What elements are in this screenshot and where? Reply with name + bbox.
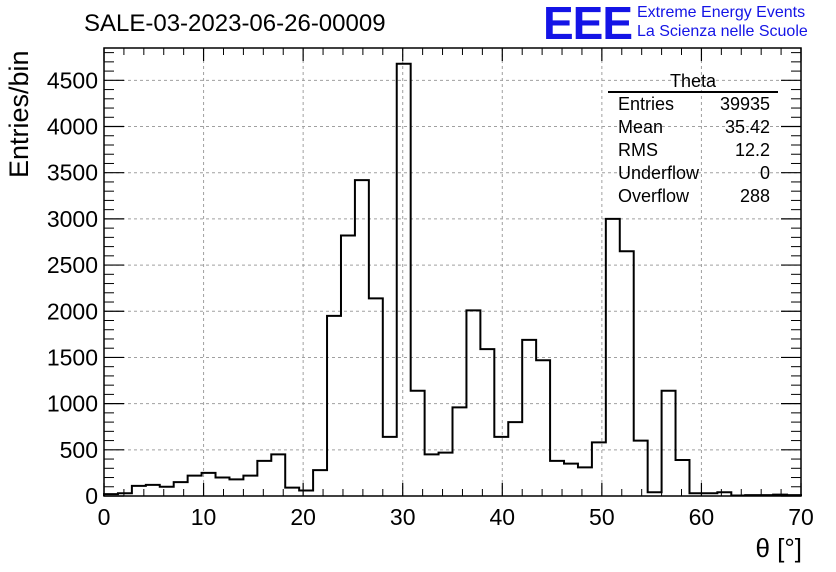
stats-value: 0 [759,163,770,183]
y-tick-label: 1500 [47,344,98,370]
x-tick-label: 40 [489,504,515,530]
stats-row-rms: RMS 12.2 [608,139,778,162]
stats-row-entries: Entries 39935 [608,93,778,116]
x-tick-label: 20 [290,504,316,530]
plot-frame [103,47,802,497]
plot-title: SALE-03-2023-06-26-00009 [84,10,386,37]
stats-label: Overflow [618,186,690,206]
y-tick-label: 2000 [47,298,98,324]
x-axis-label: θ [°] [755,533,802,563]
stats-row-mean: Mean 35.42 [608,116,778,139]
y-tick-label: 4500 [47,67,98,93]
stats-label: RMS [618,140,658,160]
y-tick-label: 3500 [47,160,98,186]
x-tick-label: 10 [191,504,217,530]
stats-value: 12.2 [734,140,770,160]
y-tick-label: 1000 [47,391,98,417]
logo-line-2: La Scienza nelle Scuole [637,23,808,40]
stats-value: 288 [739,186,770,206]
y-axis-label: Entries/bin [4,50,34,178]
x-tick-label: 0 [98,504,111,530]
y-tick-label: 2500 [47,252,98,278]
tick-labels: 0 10 20 30 40 50 60 70 0 500 1000 1500 2000 2500 3000 3… [47,67,814,530]
eee-logo: EEE [543,0,633,49]
stats-label: Underflow [618,163,700,183]
y-tick-label: 4000 [47,114,98,140]
histogram-line [103,62,802,497]
stats-value: 39935 [719,94,770,114]
x-tick-label: 30 [390,504,416,530]
stats-box: Theta Entries 39935 Mean 35.42 RMS 12.2 … [608,72,778,208]
stats-label: Mean [618,117,664,137]
grid-lines [104,48,801,496]
y-tick-label: 0 [85,483,98,509]
y-tick-label: 3000 [47,206,98,232]
stats-value: 35.42 [724,117,770,137]
x-tick-label: 60 [689,504,715,530]
stats-row-underflow: Underflow 0 [608,162,778,185]
logo-caption: Extreme Energy Events La Scienza nelle S… [637,3,808,41]
logo-line-1: Extreme Energy Events [637,4,806,21]
x-tick-label: 70 [788,504,814,530]
stats-row-overflow: Overflow 288 [608,185,778,208]
stats-title: Theta [608,72,778,93]
stats-label: Entries [618,94,675,114]
x-tick-label: 50 [589,504,615,530]
y-tick-label: 500 [60,437,98,463]
